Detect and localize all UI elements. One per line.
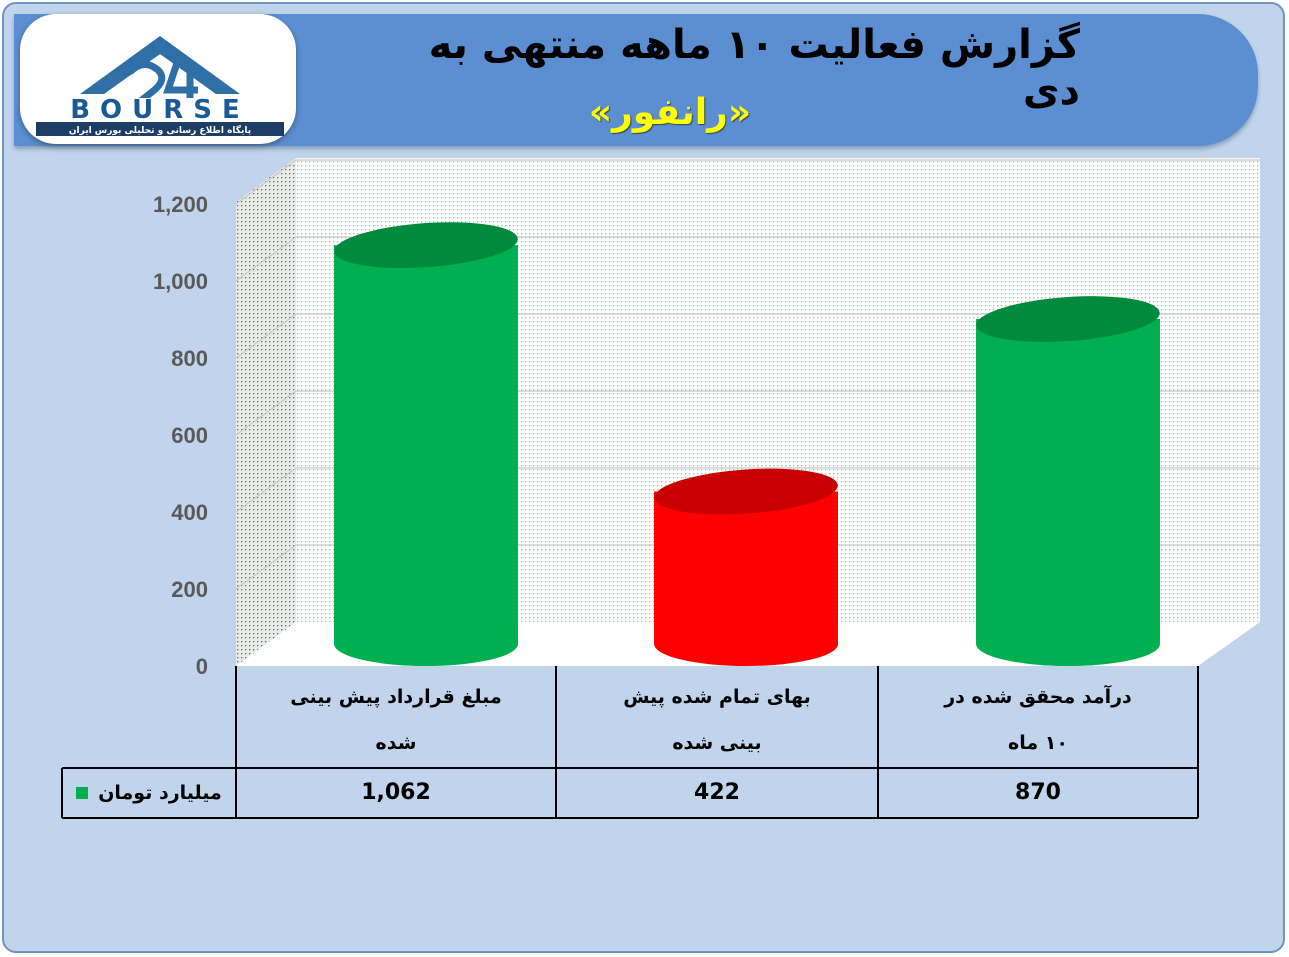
legend-label: میلیارد تومان [98,782,222,804]
y-tick-label: 400 [171,500,208,525]
logo-graphic: BOURSE پایگاه اطلاع رسانی و تحلیلی بورس … [34,36,286,136]
bar-2 [976,296,1160,666]
gridline-side [235,467,297,513]
bar-1 [654,468,838,666]
bar-body [334,245,518,666]
legend-entry: میلیارد تومان [64,768,234,818]
bourse24-logo: BOURSE پایگاه اطلاع رسانی و تحلیلی بورس … [20,14,296,144]
y-tick-label: 800 [171,346,208,371]
y-tick-label: 600 [171,423,208,448]
y-tick-label: 0 [196,654,208,679]
gridline-side [235,159,297,205]
category-label-revenue-line2: ۱۰ ماه [1008,732,1068,754]
y-tick-label: 1,200 [153,192,208,217]
side-wall [236,158,296,666]
bar-top [654,468,838,515]
bar-body [654,491,838,666]
logo-tagline: پایگاه اطلاع رسانی و تحلیلی بورس ایران [69,124,251,136]
y-tick-label: 1,000 [153,269,208,294]
category-label-cost-line2: بینی شده [672,732,762,754]
company-name: «رانفور» [588,92,752,133]
category-label-cost-line1: بهای تمام شده پیش [623,686,811,708]
category-label-contract-line1: مبلغ قرارداد پیش بینی [290,686,502,708]
gridline-side [235,313,297,359]
category-label-cost: بهای تمام شده پیش بینی شده [558,674,876,766]
y-axis: 0 200 400 600 800 1,000 1,200 [153,192,208,679]
category-label-revenue: درآمد محقق شده در ۱۰ ماه [880,674,1196,766]
legend-swatch [76,787,89,799]
bar-body [976,319,1160,666]
category-label-contract-line2: شده [375,732,417,754]
bar-top [334,222,518,268]
value-label-revenue: 870 [1015,780,1061,805]
value-label-cost: 422 [694,780,740,805]
value-label-contract: 1,062 [361,780,431,805]
category-label-revenue-line1: درآمد محقق شده در [944,686,1132,708]
category-label-contract: مبلغ قرارداد پیش بینی شده [238,674,554,766]
bar-0 [334,222,518,666]
chart-title: گزارش فعالیت ۱۰ ماهه منتهی به دی [428,22,1080,114]
gridline-side [235,236,297,282]
gridline-side [235,544,297,590]
gridline-side [235,390,297,436]
bar-top [976,296,1160,342]
bars [334,222,1160,666]
logo-text: BOURSE [70,95,250,125]
y-tick-label: 200 [171,577,208,602]
